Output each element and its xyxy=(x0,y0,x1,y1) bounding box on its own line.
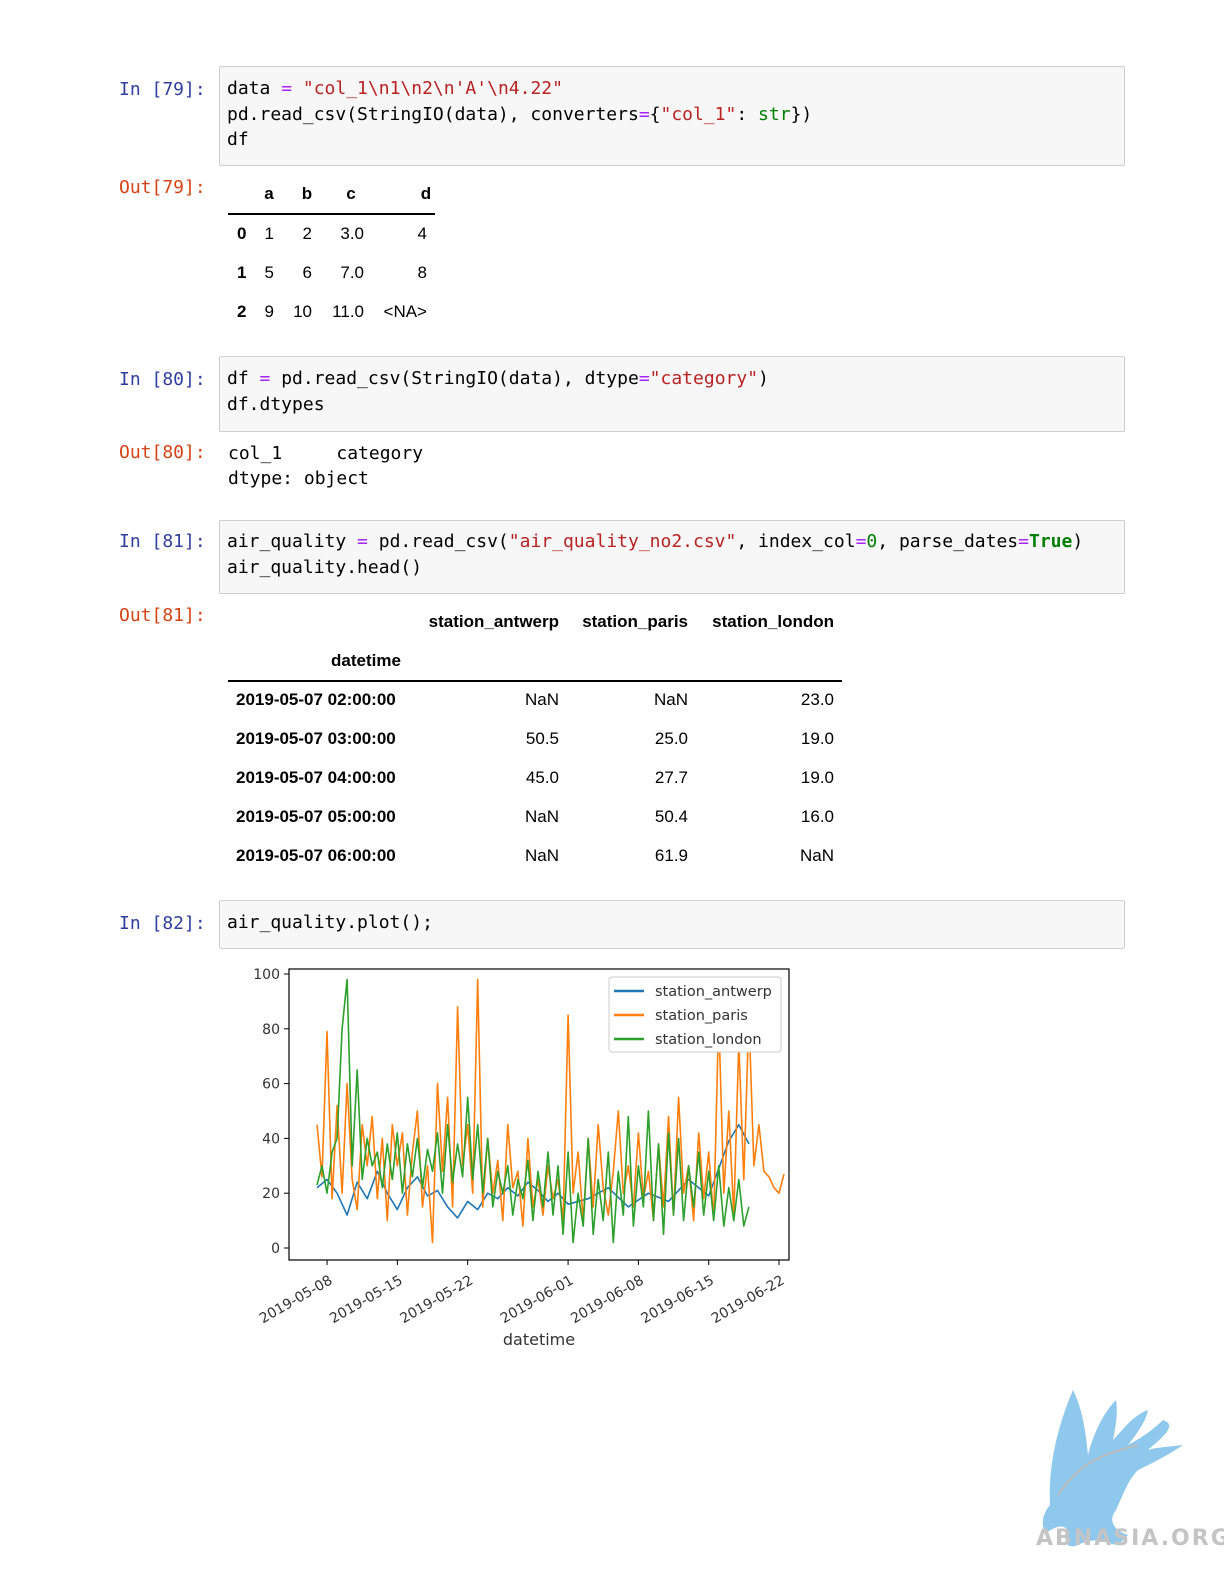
table-cell: 16.0 xyxy=(800,807,834,826)
legend-label: station_paris xyxy=(655,1008,748,1024)
table-cell: 25.0 xyxy=(654,729,688,748)
y-tick-label: 80 xyxy=(262,1022,280,1038)
code-cell-82[interactable]: air_quality.plot(); xyxy=(219,900,1125,949)
row-index: 2019-05-07 05:00:00 xyxy=(236,807,396,826)
prompt-in-80: In [80]: xyxy=(119,369,206,390)
code-text: air_quality.plot(); xyxy=(227,910,433,936)
dataframe-output-81: station_antwerp station_paris station_lond… xyxy=(228,608,848,878)
code-text: data = "col_1\n1\n2\n'A'\n4.22" pd.read_… xyxy=(227,76,812,153)
code-line-1: data = "col_1\n1\n2\n'A'\n4.22" xyxy=(227,78,563,99)
dtypes-output: col_1 category dtype: object xyxy=(228,441,423,491)
code-line-1: df = pd.read_csv(StringIO(data), dtype="… xyxy=(227,368,769,389)
code-cell-79[interactable]: data = "col_1\n1\n2\n'A'\n4.22" pd.read_… xyxy=(219,66,1125,166)
code-line-2: air_quality.head() xyxy=(227,556,423,578)
column-header: station_london xyxy=(712,612,834,631)
row-index: 2019-05-07 02:00:00 xyxy=(236,690,396,709)
column-header: d xyxy=(420,184,432,203)
table-cell: 1 xyxy=(264,224,274,243)
table-cell: 27.7 xyxy=(654,768,688,787)
column-header: station_paris xyxy=(582,612,688,631)
code-text: air_quality = pd.read_csv("air_quality_n… xyxy=(227,529,1083,580)
column-header: c xyxy=(346,184,356,203)
griffin-wing-line xyxy=(1057,1444,1139,1496)
y-tick-label: 20 xyxy=(262,1186,280,1202)
prompt-out-79: Out[79]: xyxy=(119,177,206,198)
x-tick-label: 2019-05-15 xyxy=(327,1273,405,1328)
column-header: station_antwerp xyxy=(428,612,559,631)
x-tick-label: 2019-05-08 xyxy=(257,1273,335,1328)
header-rule xyxy=(228,213,435,215)
code-text: df = pd.read_csv(StringIO(data), dtype="… xyxy=(227,366,769,417)
series-layer xyxy=(316,978,785,1244)
table-cell: 7.0 xyxy=(340,263,364,282)
table-cell: 5 xyxy=(264,263,274,282)
table-cell: 8 xyxy=(417,263,427,282)
griffin-logo xyxy=(1042,1390,1183,1547)
x-tick-label: 2019-06-01 xyxy=(498,1273,576,1328)
table-cell: 4 xyxy=(417,224,427,243)
x-axis-label: datetime xyxy=(503,1330,575,1349)
griffin-wing-shape xyxy=(1042,1390,1183,1547)
output-line-1: col_1 category xyxy=(228,443,424,464)
table-cell: NaN xyxy=(524,690,559,709)
index-name-header: datetime xyxy=(331,651,401,670)
output-line-2: dtype: object xyxy=(228,468,369,489)
row-index: 2019-05-07 03:00:00 xyxy=(236,729,396,748)
table-cell: 61.9 xyxy=(654,846,688,865)
y-tick-label: 40 xyxy=(262,1131,280,1147)
code-line-2: df.dtypes xyxy=(227,393,325,415)
code-line-2: pd.read_csv(StringIO(data), converters={… xyxy=(227,103,813,125)
dataframe-output-79: a b c d 0 1 2 3.0 4 1 5 6 7.0 8 2 9 10 11.0 <NA> xyxy=(228,180,438,330)
code-line-1: air_quality.plot(); xyxy=(227,912,433,933)
table-cell: 9 xyxy=(264,302,274,321)
x-tick-label: 2019-06-15 xyxy=(639,1273,717,1328)
column-header: a xyxy=(264,184,274,203)
legend-label: station_london xyxy=(655,1032,762,1048)
code-line-1: air_quality = pd.read_csv("air_quality_n… xyxy=(227,531,1084,552)
prompt-out-80: Out[80]: xyxy=(119,442,206,463)
row-index: 2 xyxy=(237,302,247,321)
prompt-in-81: In [81]: xyxy=(119,531,206,552)
table-cell: NaN xyxy=(524,807,559,826)
prompt-in-82: In [82]: xyxy=(119,913,206,934)
row-index: 0 xyxy=(237,224,247,243)
table-cell: 50.5 xyxy=(525,729,559,748)
prompt-out-81: Out[81]: xyxy=(119,605,206,626)
table-cell: 19.0 xyxy=(800,768,834,787)
prompt-in-79: In [79]: xyxy=(119,79,206,100)
row-index: 2019-05-07 04:00:00 xyxy=(236,768,396,787)
y-tick-label: 100 xyxy=(253,967,280,983)
y-tick-label: 0 xyxy=(271,1241,280,1257)
table-cell: 3.0 xyxy=(340,224,364,243)
row-index: 2019-05-07 06:00:00 xyxy=(236,846,396,865)
table-cell: <NA> xyxy=(383,302,427,321)
series-line-station_london xyxy=(316,978,750,1244)
table-cell: NaN xyxy=(524,846,559,865)
watermark-text: ABNASIA.ORG xyxy=(1036,1526,1224,1551)
line-chart: 0 20 40 60 80 100 2019-05-082019-05-152019-05-… xyxy=(253,967,790,1349)
table-cell: 11.0 xyxy=(332,302,364,321)
legend-label: station_antwerp xyxy=(655,984,772,1000)
legend: station_antwerp station_paris station_lond… xyxy=(608,976,782,1053)
table-cell: 6 xyxy=(302,263,312,282)
x-tick-label: 2019-05-22 xyxy=(397,1273,475,1328)
table-cell: NaN xyxy=(799,846,834,865)
table-cell: 50.4 xyxy=(654,807,688,826)
x-tick-label: 2019-06-22 xyxy=(709,1273,787,1328)
code-cell-80[interactable]: df = pd.read_csv(StringIO(data), dtype="… xyxy=(219,356,1125,432)
table-cell: 2 xyxy=(302,224,312,243)
table-cell: 23.0 xyxy=(800,690,834,709)
code-line-3: df xyxy=(227,129,249,150)
y-tick-label: 60 xyxy=(262,1077,280,1093)
table-cell: NaN xyxy=(653,690,688,709)
code-cell-81[interactable]: air_quality = pd.read_csv("air_quality_n… xyxy=(219,520,1125,594)
row-index: 1 xyxy=(237,263,247,282)
table-cell: 19.0 xyxy=(800,729,834,748)
x-tick-label: 2019-06-08 xyxy=(568,1273,646,1328)
column-header: b xyxy=(301,184,313,203)
table-cell: 45.0 xyxy=(525,768,559,787)
table-cell: 10 xyxy=(293,302,312,321)
legend-box xyxy=(608,976,782,1053)
header-rule xyxy=(228,680,842,682)
